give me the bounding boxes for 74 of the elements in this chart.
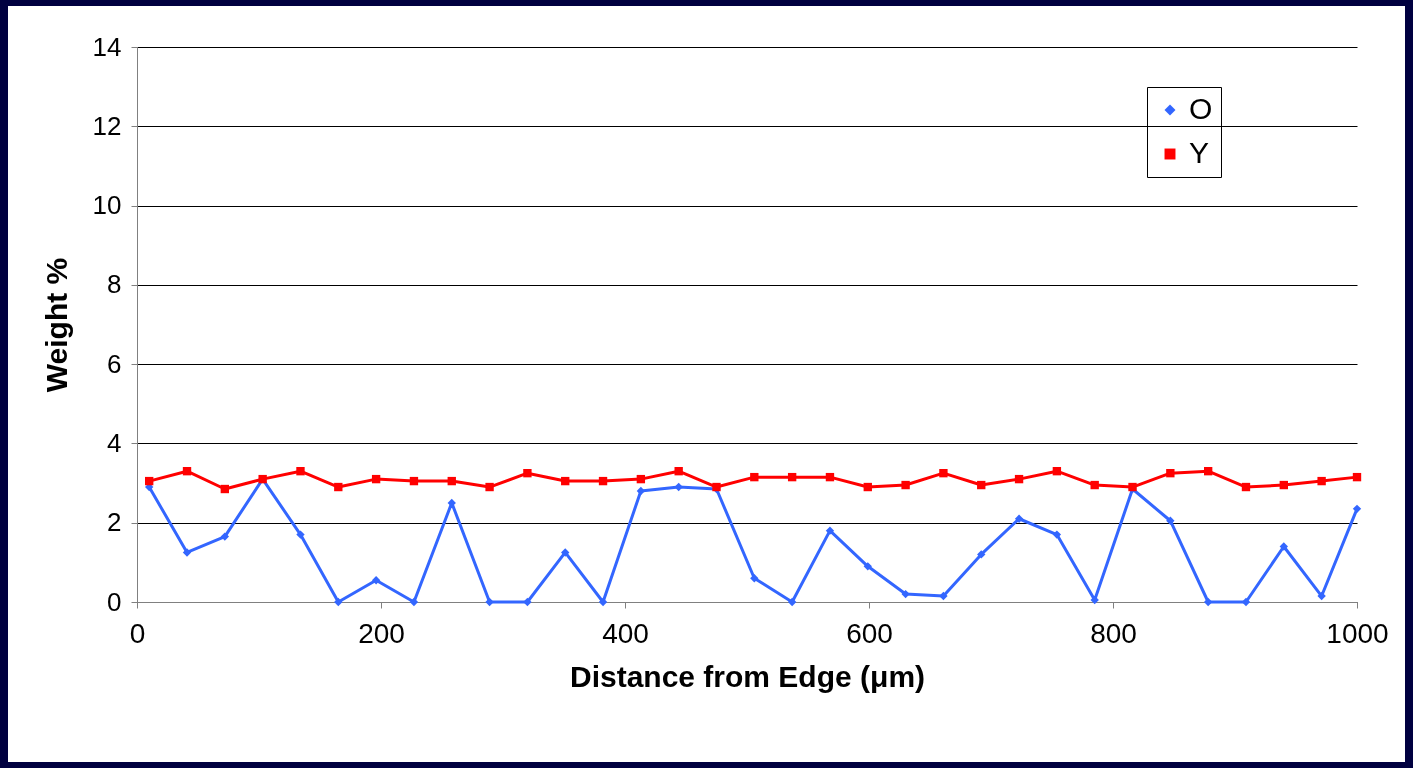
point: [523, 468, 532, 478]
point: [1052, 467, 1062, 476]
x-tick-label: 0: [129, 617, 146, 649]
point: [750, 472, 759, 482]
point: [1166, 516, 1175, 525]
point: [485, 597, 494, 607]
point: [1203, 467, 1213, 476]
point: [1352, 472, 1362, 482]
y-tick-label: 2: [107, 507, 122, 538]
x-tick-label: 400: [602, 617, 649, 649]
point: [182, 467, 192, 476]
point: [1352, 504, 1362, 514]
x-axis-title: Distance from Edge (μm): [569, 659, 926, 693]
point: [901, 480, 910, 490]
point: [561, 476, 570, 486]
y-tick-label: 0: [107, 586, 122, 617]
point: [1203, 597, 1213, 607]
point: [674, 467, 683, 476]
point: [1090, 480, 1099, 490]
point: [1317, 476, 1326, 486]
legend-label: O: [1189, 92, 1213, 125]
point: [447, 476, 456, 486]
point: [939, 591, 948, 601]
point: [371, 474, 381, 484]
point: [977, 480, 986, 490]
point: [863, 482, 872, 492]
point: [485, 482, 494, 492]
x-tick-label: 200: [358, 617, 405, 649]
point: [1052, 530, 1062, 539]
y-tick-label: 6: [107, 348, 122, 379]
point: [523, 597, 532, 607]
point: [220, 532, 230, 541]
point: [182, 548, 192, 557]
point: [825, 526, 835, 535]
point: [1166, 468, 1175, 478]
point: [787, 472, 797, 482]
point: [1014, 474, 1024, 484]
point: [334, 482, 343, 492]
legend-label: Y: [1189, 136, 1210, 169]
point: [296, 530, 305, 539]
point: [901, 589, 910, 599]
point: [1279, 480, 1288, 490]
point: [636, 474, 646, 484]
y-tick-label: 14: [92, 31, 122, 62]
point: [1317, 591, 1326, 601]
x-tick-label: 1000: [1326, 617, 1389, 649]
point: [1090, 595, 1099, 605]
point: [334, 597, 343, 607]
y-tick-label: 12: [92, 110, 122, 141]
point: [296, 467, 305, 476]
point: [145, 476, 154, 486]
x-tick-label: 600: [846, 617, 893, 649]
point: [371, 576, 381, 585]
y-axis-title: Weight %: [39, 257, 73, 393]
point: [1279, 542, 1288, 551]
point: [220, 484, 230, 494]
point: [561, 548, 570, 557]
y-tick-label: 8: [107, 269, 122, 300]
y-tick-label: 10: [92, 190, 122, 221]
point: [977, 550, 986, 559]
point: [863, 562, 872, 571]
point: [409, 476, 419, 486]
x-tick-label: 800: [1090, 617, 1137, 649]
point: [825, 472, 835, 482]
point: [1241, 482, 1251, 492]
point: [939, 468, 948, 478]
point: [409, 597, 419, 607]
y-tick-label: 4: [107, 427, 122, 458]
point: [1014, 514, 1024, 523]
point: [674, 482, 683, 492]
point: [598, 476, 608, 486]
point: [598, 597, 608, 607]
point: [787, 597, 797, 607]
point: [750, 574, 759, 583]
